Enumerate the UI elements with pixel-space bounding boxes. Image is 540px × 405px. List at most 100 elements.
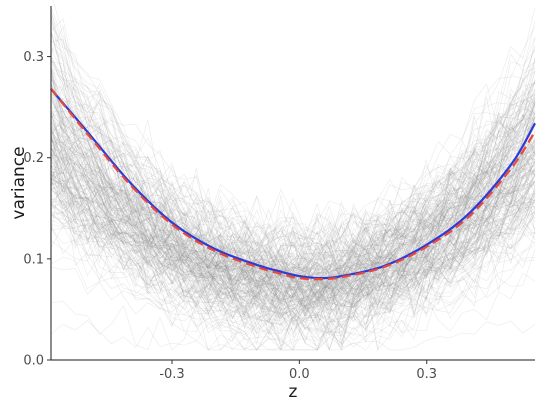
axes [50, 6, 535, 361]
sample-curve [50, 40, 536, 246]
sample-curve [50, 131, 536, 314]
sample-curve [50, 165, 536, 259]
sample-curve [50, 32, 536, 312]
sample-curve [50, 94, 536, 320]
sample-curve [50, 111, 536, 304]
sample-curve [50, 60, 536, 286]
sample-curve [50, 91, 536, 291]
sample-curve [50, 30, 536, 284]
sample-curve [50, 183, 536, 317]
sample-curve [50, 113, 536, 307]
sample-curve [50, 186, 536, 320]
sample-curve [50, 138, 536, 271]
sample-curve [50, 113, 536, 292]
sample-curve [50, 168, 536, 330]
sample-curve [50, 56, 536, 314]
sample-curve [50, 146, 536, 345]
sample-curve [50, 257, 536, 334]
sample-curve [50, 7, 536, 247]
sample-curve [50, 141, 536, 302]
sample-curve [50, 116, 536, 295]
sample-curve [50, 74, 536, 289]
sample-curve [50, 144, 536, 281]
sample-curve [50, 151, 536, 351]
sample-curve [50, 94, 536, 304]
sample-curve [50, 158, 536, 293]
sample-curve [50, 174, 536, 322]
sample-curve [50, 130, 536, 351]
sample-curve [50, 70, 536, 315]
sample-curve [50, 69, 536, 316]
sample-curve [50, 169, 536, 284]
sample-curve [50, 66, 536, 271]
sample-curve [50, 129, 536, 282]
sample-curve [50, 48, 536, 272]
sample-curve [52, 0, 536, 253]
sample-curve [50, 100, 536, 335]
sample-curve [50, 272, 536, 351]
sample-curve [50, 180, 536, 295]
sample-curve [50, 161, 536, 286]
sample-curve [50, 111, 536, 314]
sample-curve [50, 130, 536, 351]
sample-curve [50, 171, 536, 288]
sample-curve [50, 118, 536, 251]
sample-curve [50, 189, 536, 301]
sample-curve [50, 212, 536, 351]
sample-curve [50, 88, 536, 264]
sample-curve [50, 144, 536, 283]
sample-curve [50, 53, 536, 270]
sample-curve [50, 93, 536, 327]
sample-curve [50, 148, 536, 345]
sample-curve [50, 100, 536, 280]
sample-curve [50, 178, 536, 306]
sample-curve [50, 183, 536, 344]
sample-curve [50, 195, 536, 301]
sample-curve [50, 165, 536, 269]
sample-curve [50, 78, 536, 297]
sample-curve [50, 26, 536, 270]
sample-curve [50, 179, 536, 330]
sample-curve [50, 110, 536, 262]
sample-curve [50, 122, 536, 266]
sample-curve [50, 130, 536, 287]
sample-curve [50, 79, 536, 311]
sample-curve [50, 213, 536, 351]
sample-curve [50, 31, 536, 351]
sample-curve [50, 48, 536, 262]
sample-curve [50, 141, 536, 309]
sample-curve [50, 84, 536, 332]
sample-curve [50, 205, 536, 335]
sample-curve [50, 6, 536, 287]
sample-curve [50, 172, 536, 333]
sample-curve [50, 120, 536, 275]
sample-curve [50, 114, 536, 321]
sample-curve [50, 66, 536, 270]
sample-curve [50, 121, 536, 282]
sample-curve [50, 192, 536, 308]
sample-curve [50, 165, 536, 319]
sample-curve [50, 77, 536, 260]
sample-curve [50, 155, 536, 305]
sample-curve [50, 111, 536, 285]
sample-curve [50, 188, 536, 321]
dashed-red-curve [50, 88, 536, 281]
sample-curve [50, 165, 536, 288]
sample-curve [50, 20, 536, 257]
sample-curve [50, 78, 536, 282]
y-axis-title: variance [9, 146, 29, 219]
sample-curve [50, 118, 536, 310]
sample-curve [50, 170, 536, 317]
sample-curve [50, 60, 536, 295]
sample-curve [50, 186, 536, 351]
solid-blue-curve [50, 88, 536, 280]
sample-curve [50, 206, 536, 311]
sample-curve [50, 140, 536, 299]
sample-curve [50, 92, 536, 276]
sample-curve [50, 195, 536, 351]
sample-curve [50, 214, 536, 328]
sample-curve [50, 36, 536, 262]
sample-curve [50, 161, 536, 311]
sample-curve [50, 87, 536, 326]
sample-curve [50, 157, 536, 293]
